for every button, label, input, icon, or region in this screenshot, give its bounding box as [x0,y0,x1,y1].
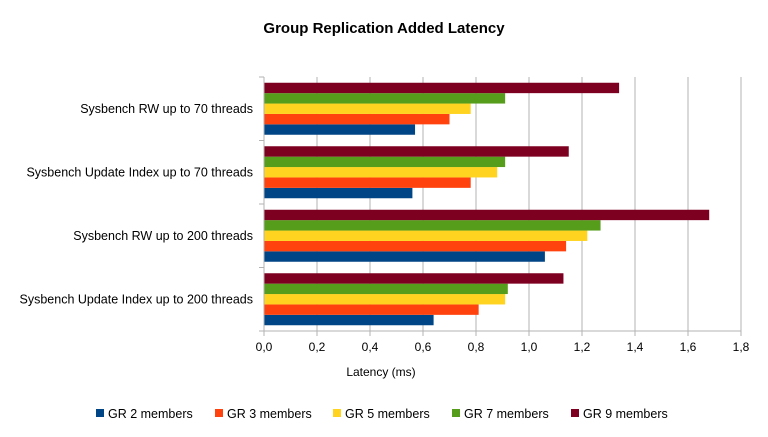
bar [264,113,450,125]
legend-label: GR 7 members [464,407,549,421]
category-label: Sysbench RW up to 70 threads [80,102,253,116]
category-label: Sysbench Update Index up to 200 threads [20,292,254,306]
legend-label: GR 2 members [108,407,193,421]
bar [264,230,588,241]
bar [264,187,413,199]
bar [264,146,569,157]
bar [264,294,506,305]
legend: GR 2 members GR 3 members GR 5 members GR 7… [96,407,668,421]
x-tick-label: 1,0 [521,340,538,354]
x-tick-label: 0,6 [415,340,432,354]
category-label: Sysbench Update Index up to 70 threads [26,165,253,179]
chart-title: Group Replication Added Latency [263,20,505,37]
bar [264,177,471,188]
x-tick-label: 1,6 [680,340,697,354]
x-tick-label: 0,4 [362,340,379,354]
legend-label: GR 3 members [227,407,312,421]
bar [264,103,471,114]
category-labels: Sysbench RW up to 70 threads Sysbench Upd… [20,102,254,307]
bar [264,82,620,94]
x-tick-label: 0,0 [256,340,273,354]
legend-swatch [571,409,579,417]
bar [264,240,567,252]
legend-swatch [96,409,104,417]
bar [264,314,434,326]
bar [264,251,545,262]
x-tick-label: 0,8 [468,340,485,354]
legend-swatch [333,409,341,417]
bar [264,209,710,221]
bars [264,82,710,326]
legend-label: GR 5 members [345,407,430,421]
x-tick-labels: 0,0 0,2 0,4 0,6 0,8 1,0 1,2 1,4 1,6 1,8 [256,340,750,354]
legend-label: GR 9 members [583,407,668,421]
x-tick-label: 1,8 [733,340,750,354]
bar [264,156,506,168]
bar [264,93,506,104]
bar [264,304,479,315]
bar [264,220,601,231]
x-tick-label: 1,2 [574,340,591,354]
x-tick-label: 0,2 [309,340,326,354]
bar [264,167,498,178]
bar [264,273,564,284]
category-label: Sysbench RW up to 200 threads [73,229,253,243]
x-tick-label: 1,4 [627,340,644,354]
legend-swatch [215,409,223,417]
x-axis-title: Latency (ms) [346,365,415,379]
bar [264,283,508,295]
bar [264,124,416,135]
legend-swatch [452,409,460,417]
axes [259,76,742,336]
